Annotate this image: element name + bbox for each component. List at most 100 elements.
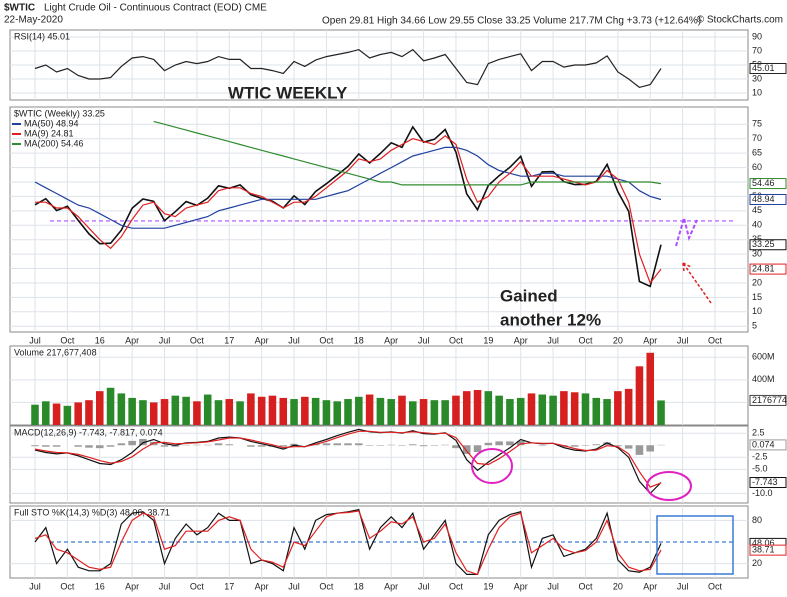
bar (247, 445, 255, 447)
bar (139, 438, 147, 446)
end-label: 33.25 (752, 239, 775, 249)
end-label-box (749, 544, 787, 556)
y-tick-label: 10 (752, 87, 762, 97)
x-tick-label: Apr (643, 581, 657, 591)
instrument-name: Light Crude Oil - Continuous Contract (E… (44, 3, 267, 14)
x-tick-label: Jul (418, 335, 430, 345)
bar (614, 391, 622, 425)
y-tick-label: 35 (752, 234, 762, 244)
y-tick-label: 15 (752, 292, 762, 302)
panel-title: MACD(12,26,9) -7.743, -7.817, 0.074 (14, 427, 163, 437)
bar (527, 393, 536, 425)
x-tick-label: 20 (613, 581, 623, 591)
y-tick-label: 30 (752, 73, 762, 83)
bar (624, 445, 633, 449)
end-label: -7.743 (752, 477, 778, 487)
x-tick-label: 17 (224, 581, 234, 591)
bar (31, 404, 39, 425)
bar (355, 396, 363, 425)
bar (495, 395, 503, 425)
annotation: Gained (500, 286, 558, 305)
bar (635, 366, 644, 425)
series-line (34, 428, 662, 495)
x-tick-label: Oct (708, 335, 723, 345)
bar (279, 397, 288, 425)
x-tick-label: Apr (514, 581, 528, 591)
bar (344, 399, 352, 425)
x-tick-label: Jul (159, 335, 171, 345)
bar (149, 441, 158, 446)
bar (117, 393, 126, 425)
bar (117, 443, 126, 446)
x-tick-label: Jul (677, 581, 689, 591)
bar (225, 444, 234, 446)
bar (214, 443, 223, 446)
bar (333, 443, 341, 446)
legend-entry: MA(200) 54.46 (24, 138, 84, 148)
x-tick-label: Apr (643, 335, 657, 345)
bar (290, 399, 298, 425)
bar (419, 399, 428, 425)
x-tick-label: 18 (354, 581, 364, 591)
end-label: 45.01 (752, 63, 775, 73)
bar (419, 445, 428, 447)
y-tick-label: -5.0 (752, 464, 768, 474)
bar (495, 441, 503, 446)
bar (160, 399, 169, 425)
bar (516, 397, 525, 425)
bar (344, 443, 352, 446)
y-tick-label: 400M (752, 374, 775, 384)
bar (473, 445, 482, 452)
y-tick-label: -2.5 (752, 452, 768, 462)
bar (603, 399, 611, 425)
end-label: 24.81 (752, 263, 775, 273)
bar (160, 445, 169, 447)
bar (355, 443, 363, 446)
series-line (34, 48, 662, 89)
x-tick-label: 16 (95, 581, 105, 591)
x-tick-label: Oct (449, 335, 464, 345)
x-tick-label: Jul (418, 581, 430, 591)
y-tick-label: 45 (752, 205, 762, 215)
y-tick-label: 20 (752, 277, 762, 287)
end-label: 217677408 (752, 395, 787, 405)
bar (85, 445, 93, 448)
panel-frame (9, 106, 749, 333)
y-tick-label: 2.5 (752, 428, 765, 438)
bar (624, 388, 633, 425)
y-tick-label: 30 (752, 248, 762, 258)
y-tick-label: 75 (752, 119, 762, 129)
bar (387, 399, 395, 425)
y-tick-label: 90 (752, 31, 762, 41)
y-tick-label: 80 (752, 515, 762, 525)
bar (398, 395, 406, 425)
y-tick-label: 20 (752, 558, 762, 568)
bar (268, 395, 277, 425)
bar (257, 445, 266, 447)
x-tick-label: Apr (384, 581, 398, 591)
bar (128, 440, 136, 446)
bar (42, 445, 50, 447)
bar (95, 391, 104, 425)
bar (279, 445, 288, 447)
bar (592, 444, 601, 446)
y-tick-label: 60 (752, 162, 762, 172)
series-line (35, 135, 662, 285)
x-tick-label: Oct (708, 581, 723, 591)
bar (462, 445, 471, 454)
bar (74, 402, 82, 425)
bar (484, 442, 493, 446)
panel-title: RSI(14) 45.01 (14, 31, 70, 41)
x-tick-label: Apr (125, 581, 139, 591)
x-tick-label: Apr (384, 335, 398, 345)
x-tick-label: Jul (159, 581, 171, 591)
bar (570, 392, 579, 425)
highlight-ellipse (471, 448, 513, 484)
highlight-ellipse (646, 471, 692, 501)
x-tick-label: 17 (224, 335, 234, 345)
end-label: 54.46 (752, 178, 775, 188)
bar (635, 445, 644, 455)
x-tick-label: 20 (613, 335, 623, 345)
end-label: 48.94 (752, 194, 775, 204)
x-tick-label: Oct (60, 335, 75, 345)
